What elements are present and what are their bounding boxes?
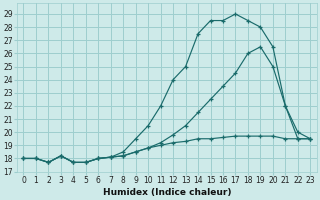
X-axis label: Humidex (Indice chaleur): Humidex (Indice chaleur) (103, 188, 231, 197)
